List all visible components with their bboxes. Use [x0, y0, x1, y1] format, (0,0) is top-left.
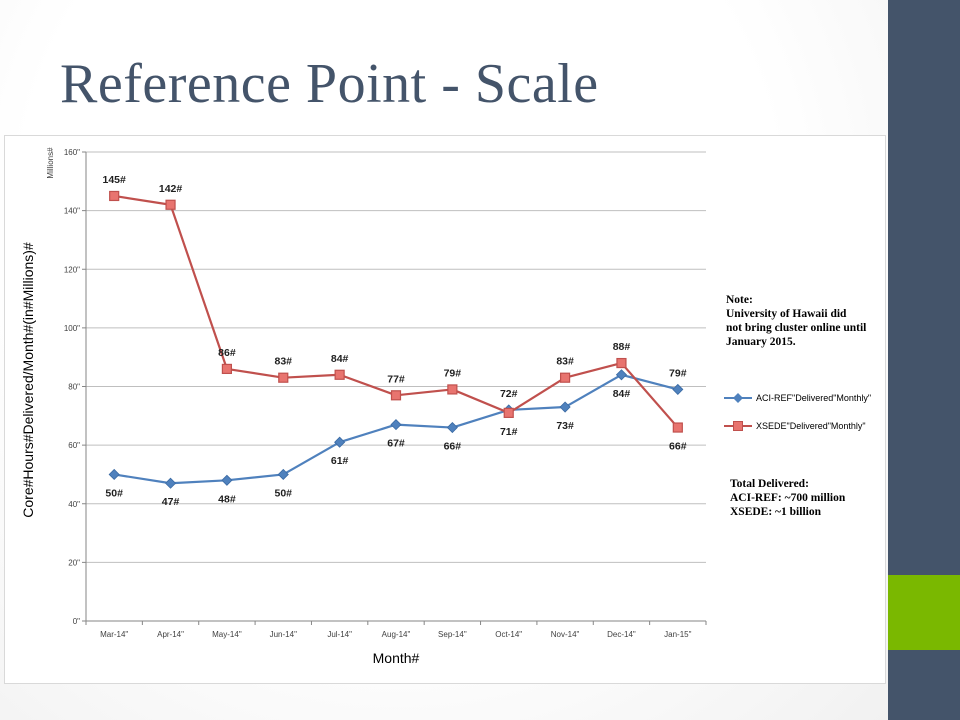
y-tick-label: 80": [68, 383, 80, 392]
data-point-aci-ref: [108, 468, 120, 481]
data-label: 84#: [331, 353, 349, 365]
note-box: Note: University of Hawaii did not bring…: [726, 293, 886, 349]
y-tick-label: 100": [64, 324, 80, 333]
data-label: 67#: [387, 438, 405, 450]
x-axis-title: Month#: [373, 650, 420, 666]
x-tick-label: Mar‐14": [100, 630, 128, 639]
note-line: January 2015.: [726, 336, 796, 348]
data-label: 83#: [275, 356, 293, 368]
y-tick-label: 40": [68, 500, 80, 509]
data-label: 142#: [159, 183, 183, 195]
chart-legend: ACI-REF"Delivered"Monthly" XSEDE"Delivere…: [724, 390, 884, 446]
data-label: 66#: [444, 441, 462, 453]
data-label: 84#: [613, 388, 631, 400]
data-point-xsede: [221, 363, 233, 375]
data-point-aci-ref: [615, 369, 628, 381]
data-point-xsede: [165, 199, 176, 210]
data-point-aci-ref: [446, 421, 458, 434]
data-label: 71#: [500, 426, 518, 438]
x-tick-label: Sep‐14": [438, 630, 467, 639]
data-point-xsede: [109, 190, 120, 202]
legend-marker: [733, 421, 743, 431]
data-label: 145#: [103, 174, 127, 186]
data-label: 79#: [669, 367, 687, 379]
x-tick-label: Jul‐14": [327, 630, 352, 639]
y-tick-label: 20": [68, 558, 80, 567]
data-point-xsede: [447, 384, 458, 395]
legend-item: XSEDE"Delivered"Monthly": [724, 418, 884, 434]
accent-block: [888, 575, 960, 650]
data-point-aci-ref: [277, 468, 289, 481]
legend-label: ACI-REF"Delivered"Monthly": [756, 393, 872, 403]
x-tick-label: Oct‐14": [495, 630, 522, 639]
x-tick-label: Nov‐14": [551, 630, 580, 639]
total-line: ACI-REF: ~700 million: [730, 492, 846, 504]
note-line: not bring cluster online until: [726, 322, 867, 334]
y-axis-unit: Millions#: [46, 147, 55, 179]
total-line: XSEDE: ~1 billion: [730, 506, 821, 518]
data-label: 79#: [444, 367, 462, 379]
chart-frame: [4, 135, 886, 684]
data-point-xsede: [672, 422, 683, 433]
y-axis-title: Core#Hours#Delivered/Month#(in#Millions)…: [20, 242, 36, 518]
data-label: 48#: [218, 493, 236, 505]
x-tick-label: Jun‐14": [270, 630, 297, 639]
data-point-aci-ref: [559, 401, 571, 413]
data-point-xsede: [278, 372, 289, 383]
legend-label: XSEDE"Delivered"Monthly": [756, 421, 866, 431]
data-label: 50#: [275, 487, 293, 499]
data-label: 72#: [500, 388, 518, 400]
data-point-aci-ref: [390, 419, 402, 431]
data-label: 88#: [613, 341, 631, 353]
total-delivered-box: Total Delivered: ACI-REF: ~700 million X…: [730, 477, 880, 519]
x-tick-label: May‐14": [212, 630, 242, 639]
y-tick-label: 140": [64, 207, 80, 216]
legend-swatch: [724, 393, 752, 403]
x-tick-label: Dec‐14": [607, 630, 636, 639]
note-line: University of Hawaii did: [726, 308, 847, 320]
data-point-xsede: [334, 369, 345, 380]
x-tick-label: Apr‐14": [157, 630, 184, 639]
y-tick-label: 0": [73, 617, 80, 626]
data-point-aci-ref: [164, 477, 177, 489]
note-line: Note:: [726, 294, 753, 306]
data-label: 47#: [162, 496, 180, 508]
legend-swatch: [724, 421, 752, 431]
x-tick-label: Jan‐15": [664, 630, 691, 639]
data-label: 66#: [669, 441, 687, 453]
data-label: 50#: [105, 487, 123, 499]
data-point-xsede: [503, 407, 514, 418]
data-point-xsede: [616, 357, 627, 369]
y-tick-label: 160": [64, 148, 80, 157]
data-label: 73#: [556, 420, 574, 432]
legend-marker: [733, 393, 743, 403]
data-label: 61#: [331, 455, 349, 467]
x-tick-label: Aug‐14": [382, 630, 411, 639]
legend-item: ACI-REF"Delivered"Monthly": [724, 390, 884, 406]
data-point-xsede: [390, 390, 402, 401]
y-tick-label: 120": [64, 265, 80, 274]
data-point-aci-ref: [334, 436, 346, 448]
data-point-xsede: [559, 372, 571, 383]
data-point-aci-ref: [672, 383, 684, 395]
data-label: 83#: [556, 356, 574, 368]
data-label: 77#: [387, 373, 405, 385]
total-line: Total Delivered:: [730, 478, 809, 490]
slide-title: Reference Point - Scale: [60, 53, 599, 115]
y-tick-label: 60": [68, 441, 80, 450]
data-point-aci-ref: [221, 474, 233, 486]
data-label: 86#: [218, 347, 236, 359]
